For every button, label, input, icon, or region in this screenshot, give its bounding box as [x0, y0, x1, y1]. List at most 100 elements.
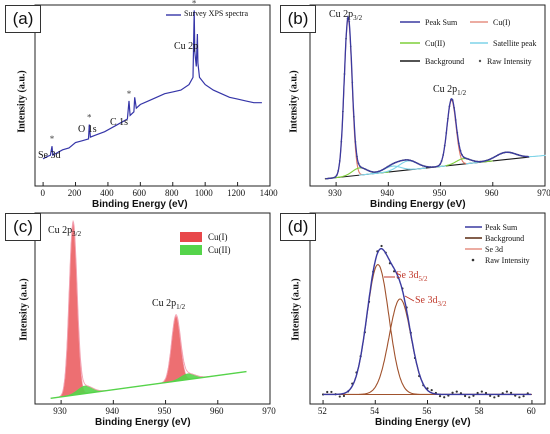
raw-point-d [438, 394, 442, 398]
annotation-cu2p12-b: Cu 2p1/2 [433, 84, 466, 97]
component-b-4 [359, 165, 426, 176]
panel-b-xtick-label: 960 [484, 188, 499, 198]
annotation-se3d52-d: Se 3d5/2 [396, 270, 427, 283]
panel-c-xtick-label: 960 [209, 406, 224, 416]
panel-b-xtick-label: 940 [380, 188, 395, 198]
ylabel-c: Intensity (a.u.) [18, 278, 30, 341]
annotation-marker-a: * [87, 112, 92, 122]
annotation-cu2p12-c: Cu 2p1/2 [152, 298, 185, 311]
legend-d-background: Background [485, 234, 525, 243]
raw-point-d [464, 394, 467, 398]
raw-point-d [472, 394, 475, 397]
annotation-marker-a: * [192, 0, 197, 8]
raw-point-d [497, 394, 500, 398]
annotation-sub: 3/2 [437, 300, 447, 308]
legend-b-peak-sum: Peak Sum [425, 18, 458, 27]
survey-line [42, 10, 262, 160]
panel-d-xtick-label: 60 [526, 406, 536, 416]
legend-c-cu1: Cu(I) [208, 232, 228, 242]
legend-b-cu1: Cu(I) [493, 18, 511, 27]
annotation-marker-a: * [50, 134, 55, 144]
peak-sum-line-b [325, 14, 529, 180]
xlabel-c: Binding Energy (eV) [95, 417, 191, 428]
xlabel-d: Binding Energy (eV) [375, 417, 471, 428]
annotation-c1s-a: C 1s [110, 117, 129, 128]
raw-point-d [451, 391, 454, 394]
panel-a-xtick-label: 1200 [227, 188, 246, 198]
annotation-text: Cu 2p [329, 9, 354, 20]
arrow-se3d32 [404, 295, 415, 302]
panel-c-xtick-label: 940 [105, 406, 120, 416]
panel-c-xtick-label: 970 [262, 406, 276, 416]
annotation-text: Se 3d [415, 295, 438, 306]
legend-c-swatch-cu1 [180, 232, 202, 242]
panel-b-frame [309, 4, 546, 187]
raw-point-d [493, 396, 496, 399]
background-line-c [50, 370, 247, 399]
panel-c-xtick-label: 930 [53, 406, 67, 416]
annotation-text: Se 3d [396, 270, 419, 281]
panel-a-xtick-label: 1000 [194, 188, 213, 198]
panel-a-xtick-label: 1400 [259, 188, 278, 198]
annotation-se3d32-d: Se 3d3/2 [415, 295, 446, 308]
annotation-cu2p32-c: Cu 2p3/2 [48, 225, 81, 238]
panel-d-xtick-label: 56 [422, 406, 432, 416]
legend-b-swatch-raw [478, 59, 482, 63]
ylabel-a: Intensity (a.u.) [16, 70, 28, 133]
panel-b-xtick-label: 930 [328, 188, 342, 198]
legend-a-label: Survey XPS spectra [184, 9, 248, 18]
raw-point-d [505, 390, 508, 393]
panel-tag-a: (a) [5, 5, 41, 33]
raw-point-d [330, 390, 333, 394]
panel-a-xtick-label: 800 [164, 188, 179, 198]
annotation-marker-a: * [127, 89, 132, 99]
ylabel-b: Intensity (a.u.) [288, 70, 300, 133]
legend-d-raw: Raw Intensity [485, 256, 530, 265]
raw-point-d [430, 389, 433, 392]
legend-d-se3d: Se 3d [485, 245, 503, 254]
ylabel-d: Intensity (a.u.) [290, 278, 302, 341]
panel-a-xtick-label: 600 [132, 188, 147, 198]
panel-a-xtick-label: 400 [100, 188, 114, 198]
xlabel-a: Binding Energy (eV) [92, 199, 188, 210]
raw-point-d [518, 396, 521, 399]
peak-sum-line-d [323, 248, 532, 396]
panel-tag-c: (c) [5, 213, 41, 241]
annotation-text: Cu 2p [48, 225, 73, 236]
annotation-sub: 1/2 [457, 89, 467, 97]
panel-a-xtick-label: 200 [67, 188, 82, 198]
raw-point-d [484, 391, 488, 395]
raw-point-d [509, 391, 513, 394]
panel-d-xtick-label: 58 [474, 406, 484, 416]
legend-b-satellite: Satellite peak [493, 39, 537, 48]
component-d-0 [323, 264, 532, 395]
panel-d-xtick-label: 52 [317, 406, 327, 416]
raw-point-d [443, 396, 446, 399]
legend-d-swatch-raw [471, 258, 475, 262]
panel-b-xtick-label: 950 [432, 188, 447, 198]
annotation-o1s-a: O 1s [78, 124, 97, 135]
panel-tag-b: (b) [280, 5, 316, 33]
annotation-sub: 1/2 [176, 303, 186, 311]
raw-point-d [455, 390, 458, 393]
raw-point-d [380, 244, 383, 248]
component-b-0 [332, 17, 364, 179]
legend-c-cu2: Cu(II) [208, 245, 231, 255]
raw-point-d [468, 396, 471, 399]
legend-b-cu2: Cu(II) [425, 39, 445, 48]
legend-d-peak-sum: Peak Sum [485, 223, 518, 232]
panel-a-xtick-label: 0 [40, 188, 46, 198]
panel-c-xtick-label: 950 [157, 406, 172, 416]
peak-fill-c-0 [57, 222, 90, 398]
annotation-se3d-a: Se 3d [38, 150, 61, 161]
raw-point-d [326, 390, 329, 394]
annotation-sub: 5/2 [418, 275, 428, 283]
panel-tag-d: (d) [280, 213, 316, 241]
legend-b-background: Background [425, 57, 465, 66]
raw-point-d [476, 391, 479, 395]
raw-point-d [489, 394, 492, 397]
panel-d-xtick-label: 54 [370, 406, 380, 416]
panel-a-frame [34, 4, 271, 187]
annotation-text: Cu 2p [433, 84, 458, 95]
